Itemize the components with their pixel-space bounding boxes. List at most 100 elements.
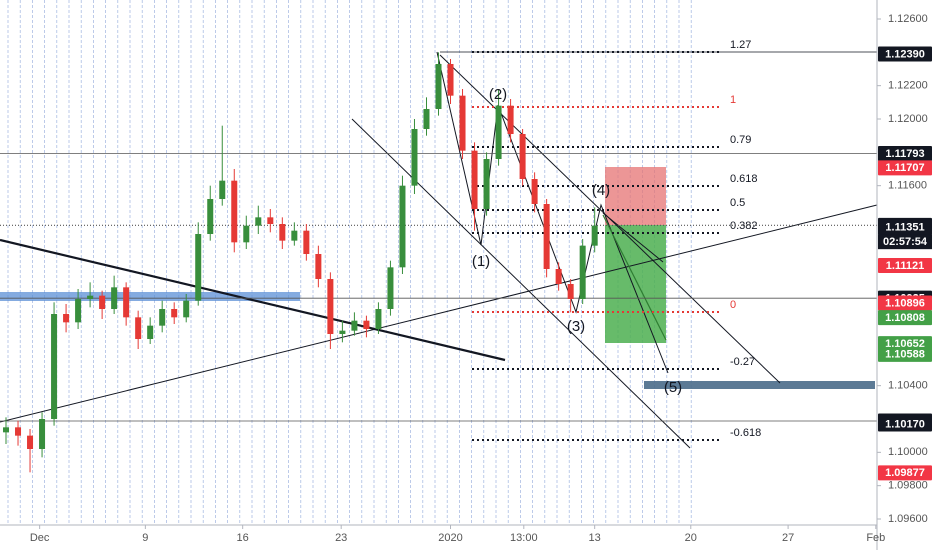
fib-label: 0.382 bbox=[730, 220, 758, 232]
fib-label: 1.27 bbox=[730, 39, 751, 51]
price-badge-label: 1.11121 bbox=[886, 260, 925, 272]
x-tick-label: 23 bbox=[335, 532, 347, 544]
candle-body bbox=[519, 134, 526, 179]
candle-body bbox=[507, 105, 514, 134]
channel-line bbox=[351, 118, 691, 449]
price-badge bbox=[878, 295, 932, 311]
candle-body bbox=[195, 234, 202, 301]
price-badge-label: 1.10588 bbox=[885, 349, 925, 361]
countdown: 02:57:54 bbox=[883, 236, 928, 248]
candle-body bbox=[327, 279, 334, 334]
fib-label: -0.27 bbox=[730, 356, 755, 368]
x-tick-label: 27 bbox=[782, 532, 794, 544]
candle-body bbox=[387, 267, 394, 309]
axes: 1.12600 1.12200 1.12000 1.11600 1.10400 1.100… bbox=[30, 13, 932, 544]
candle-body bbox=[183, 300, 190, 318]
candle-body bbox=[567, 284, 574, 299]
candle-body bbox=[495, 105, 502, 159]
trendline bbox=[0, 204, 878, 423]
candle-body bbox=[51, 314, 58, 419]
price-badge-label: 1.10170 bbox=[885, 418, 925, 430]
stop-zone bbox=[605, 167, 666, 225]
candle-body bbox=[39, 419, 46, 449]
candle-body bbox=[279, 224, 286, 241]
candle-body bbox=[423, 109, 430, 129]
price-badge bbox=[878, 346, 932, 362]
wave-label: (4) bbox=[592, 182, 610, 199]
candle-body bbox=[123, 287, 130, 318]
candles bbox=[3, 52, 598, 473]
candle-body bbox=[555, 269, 562, 284]
candle-body bbox=[459, 95, 466, 151]
x-tick-label: 9 bbox=[142, 532, 148, 544]
price-badge-label: 1.11707 bbox=[885, 162, 924, 174]
candle-body bbox=[351, 320, 358, 331]
fib-label: -0.618 bbox=[730, 427, 761, 439]
price-badge-label: 1.12390 bbox=[885, 48, 925, 60]
fib-label: 0.618 bbox=[730, 173, 758, 185]
candle-body bbox=[63, 314, 70, 323]
x-tick-label: 13:00 bbox=[510, 532, 538, 544]
candle-body bbox=[15, 427, 22, 436]
candle-body bbox=[303, 230, 310, 254]
candle-body bbox=[207, 199, 214, 234]
price-axis bbox=[877, 0, 932, 550]
candle-body bbox=[159, 309, 166, 326]
candle-body bbox=[267, 217, 274, 224]
candle-body bbox=[483, 159, 490, 209]
candle-body bbox=[399, 185, 406, 268]
target-zone bbox=[605, 225, 666, 343]
price-badge-label: 1.11351 bbox=[885, 222, 924, 234]
y-tick-label: 1.10400 bbox=[888, 380, 928, 392]
x-tick-label: Feb bbox=[866, 532, 885, 544]
zone bbox=[644, 381, 875, 389]
candle-body bbox=[135, 317, 142, 339]
candle-body bbox=[219, 180, 226, 199]
candle-body bbox=[339, 330, 346, 334]
candle-body bbox=[111, 287, 118, 309]
fib-label: 0 bbox=[730, 299, 736, 311]
y-tick-label: 1.11600 bbox=[888, 180, 927, 192]
candle-body bbox=[579, 245, 586, 299]
countdown-badge bbox=[878, 234, 932, 250]
candle-body bbox=[315, 254, 322, 279]
projection bbox=[602, 214, 667, 341]
wave-label: (2) bbox=[489, 86, 507, 103]
session-lines bbox=[7, 0, 692, 525]
candle-body bbox=[3, 427, 10, 433]
projection bbox=[602, 212, 664, 263]
price-badge-label: 1.09877 bbox=[885, 467, 925, 479]
x-tick-label: 20 bbox=[685, 532, 697, 544]
candle-body bbox=[243, 225, 250, 243]
candle-body bbox=[591, 225, 598, 246]
zone bbox=[0, 292, 300, 301]
fib-label: 0.79 bbox=[730, 134, 751, 146]
price-badge-label: 1.10896 bbox=[885, 297, 925, 309]
price-badge bbox=[878, 258, 932, 273]
candle-body bbox=[543, 204, 550, 269]
y-tick-label: 1.12000 bbox=[888, 113, 928, 125]
trendline bbox=[0, 238, 506, 362]
fib-label: 0.5 bbox=[730, 197, 745, 209]
price-badge bbox=[878, 219, 932, 235]
candle-body bbox=[171, 309, 178, 318]
price-badge bbox=[878, 46, 932, 62]
candle-body bbox=[231, 180, 238, 243]
price-badge-label: 1.11793 bbox=[885, 148, 924, 160]
candle-body bbox=[99, 295, 106, 309]
x-tick-label: 13 bbox=[589, 532, 601, 544]
candle-body bbox=[411, 129, 418, 186]
wave-label: (5) bbox=[664, 379, 682, 396]
candle-body bbox=[255, 217, 262, 226]
price-badge bbox=[878, 160, 932, 176]
candle-body bbox=[471, 150, 478, 209]
x-tick-label: 16 bbox=[237, 532, 249, 544]
y-tick-label: 1.09800 bbox=[888, 480, 928, 492]
candle-body bbox=[435, 64, 442, 109]
price-badge bbox=[878, 146, 932, 161]
y-tick-label: 1.09600 bbox=[888, 513, 928, 525]
y-tick-label: 1.12200 bbox=[888, 80, 928, 92]
x-tick-label: Dec bbox=[30, 532, 50, 544]
wave-label: (1) bbox=[472, 253, 490, 270]
